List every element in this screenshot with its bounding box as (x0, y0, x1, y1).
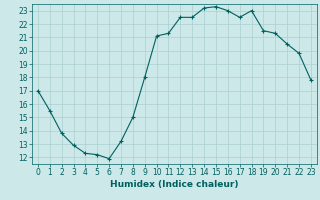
X-axis label: Humidex (Indice chaleur): Humidex (Indice chaleur) (110, 180, 239, 189)
